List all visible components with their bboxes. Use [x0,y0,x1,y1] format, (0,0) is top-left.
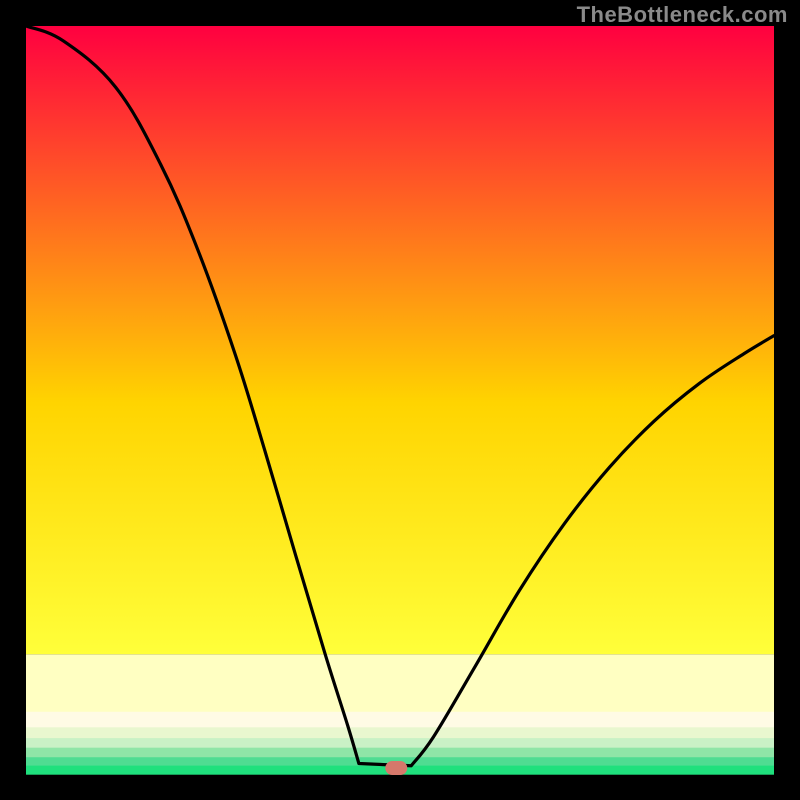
gradient-band [26,738,774,748]
gradient-band [26,654,774,712]
valley-marker [385,761,407,775]
gradient-band [26,727,774,738]
bottleneck-chart [0,0,800,800]
chart-container: TheBottleneck.com [0,0,800,800]
watermark-text: TheBottleneck.com [577,2,788,28]
gradient-band [26,712,774,728]
gradient-band [26,748,774,758]
